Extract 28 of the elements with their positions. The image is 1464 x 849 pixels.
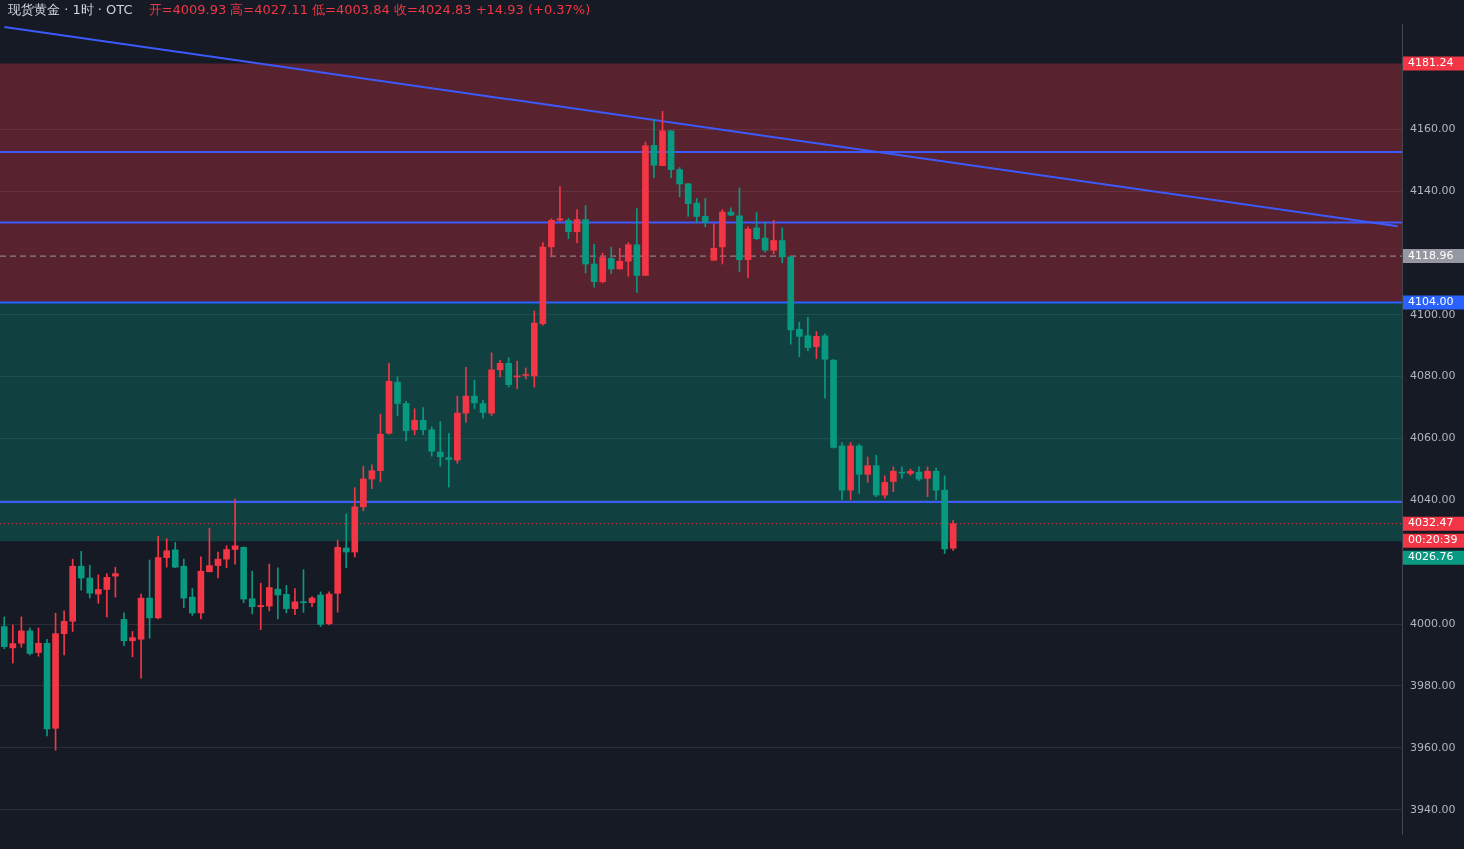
candlestick xyxy=(9,624,17,664)
candlestick xyxy=(522,367,530,380)
ref-line-label: 4104.00 xyxy=(1408,295,1454,309)
candlestick xyxy=(257,582,265,630)
y-tick-label: 4140.00 xyxy=(1410,183,1456,197)
candlestick xyxy=(436,421,444,467)
ref-line-label: 4032.47 xyxy=(1408,516,1454,530)
y-tick-label: 4160.00 xyxy=(1410,122,1456,136)
ref-line-label: 4118.96 xyxy=(1408,248,1454,262)
y-tick-label: 3980.00 xyxy=(1410,678,1456,692)
candlestick xyxy=(445,432,453,488)
y-tick-label: 4000.00 xyxy=(1410,616,1456,630)
y-tick-label: 4080.00 xyxy=(1410,369,1456,383)
candlestick xyxy=(342,513,350,569)
text: 00:20:39 xyxy=(1408,533,1458,547)
candlestick xyxy=(795,321,803,358)
chart-subtitle: 开=4009.93 高=4027.11 低=4003.84 收=4024.83 +14.93 (+0.37%) xyxy=(148,2,591,18)
band-label: 4181.24 xyxy=(1408,56,1454,70)
y-tick-label: 4100.00 xyxy=(1410,307,1456,321)
y-tick-label: 4040.00 xyxy=(1410,493,1456,507)
band-label: 4026.76 xyxy=(1408,550,1454,564)
candlestick xyxy=(701,198,709,228)
candlestick xyxy=(94,574,102,604)
y-tick-label: 3940.00 xyxy=(1410,802,1456,816)
chart-title: 现货黄金 · 1时 · OTC xyxy=(8,2,133,18)
y-tick-label: 3960.00 xyxy=(1410,740,1456,754)
candlestick xyxy=(248,570,256,615)
y-tick-label: 4060.00 xyxy=(1410,431,1456,445)
